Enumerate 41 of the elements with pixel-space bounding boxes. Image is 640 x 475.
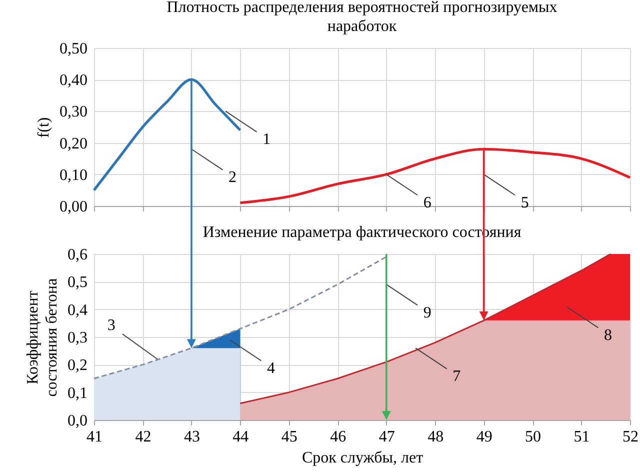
y-tick-label: 0,1 (68, 384, 88, 402)
x-tick-label: 49 (476, 428, 492, 446)
x-tick-label: 52 (622, 428, 638, 446)
y-tick-label: 0,3 (68, 330, 88, 346)
y-tick-label: 0,2 (68, 357, 88, 374)
x-tick-label: 47 (378, 428, 395, 446)
x-tick-label: 46 (330, 428, 346, 446)
annotation: 4 (267, 360, 275, 377)
annotation: 7 (452, 368, 461, 386)
y-tick-label: 0,30 (60, 104, 88, 121)
y-tick-label: 0,40 (60, 72, 88, 90)
line-series (239, 253, 612, 404)
y-tick-label: 0,50 (60, 40, 88, 58)
x-tick-label: 45 (281, 428, 298, 446)
x-tick-label: 51 (574, 428, 590, 446)
annotation: 2 (228, 169, 236, 186)
x-tick-label: 41 (86, 428, 102, 446)
annotation: 1 (262, 131, 271, 148)
y-tick-label: 0,10 (60, 166, 88, 184)
y-tick-label: 0,4 (68, 302, 88, 319)
annotation: 6 (423, 194, 432, 212)
line-series (92, 78, 242, 192)
y-tick-label: 0,6 (68, 246, 88, 264)
x-tick-label: 43 (184, 428, 200, 446)
annotation: 5 (520, 194, 529, 212)
y-tick-label: 0,0 (68, 412, 88, 430)
x-tick-label: 42 (135, 428, 152, 446)
annotation: 8 (604, 327, 612, 344)
x-tick-label: 48 (428, 428, 444, 446)
y-tick-label: 0,5 (68, 274, 88, 292)
x-axis-title: Срок службы, лет (302, 450, 424, 466)
y-axis-title: Коэффициент состояния бетона (24, 278, 60, 397)
y-tick-label: 0,00 (60, 198, 88, 216)
annotation: 9 (423, 304, 432, 322)
x-tick-label: 50 (525, 428, 542, 446)
y-axis-title: f(t) (36, 117, 52, 138)
chart-title: Плотность распределения вероятностей прогнозируемых наработок (166, 0, 558, 35)
line-series (93, 256, 388, 380)
y-tick-label: 0,20 (60, 135, 88, 152)
x-tick-label: 44 (232, 428, 249, 446)
annotation: 3 (107, 317, 116, 334)
